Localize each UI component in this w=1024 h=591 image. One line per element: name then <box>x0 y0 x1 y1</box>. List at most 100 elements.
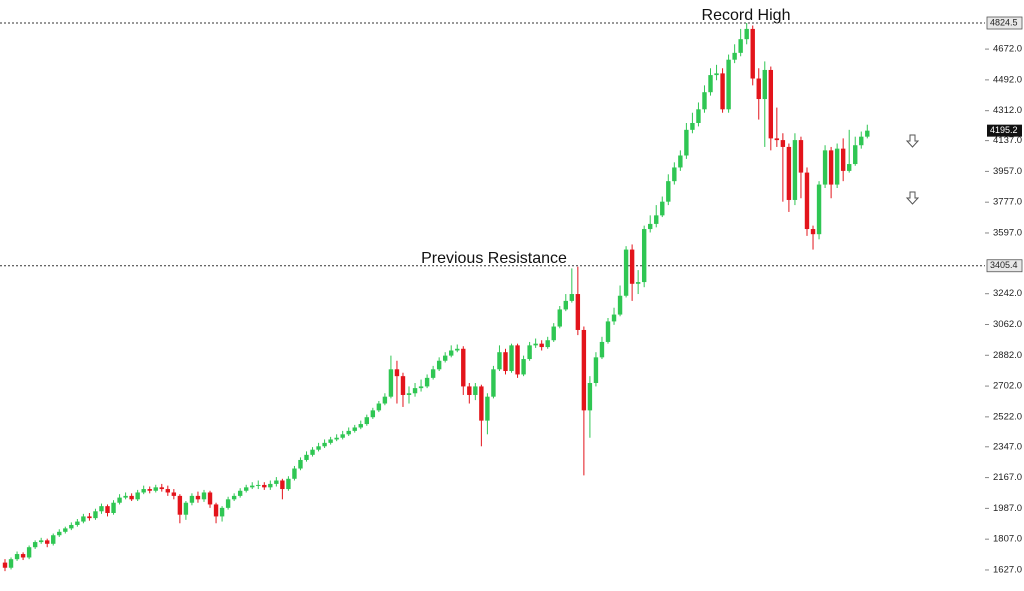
candle-body <box>99 506 104 512</box>
candle-body <box>593 357 599 383</box>
y-tick-label: 3062.0 <box>993 319 1022 330</box>
candle-body <box>557 309 562 327</box>
candle-body <box>605 321 611 342</box>
down-arrow-icon <box>905 134 920 205</box>
candle-body <box>436 360 442 370</box>
candle-body <box>617 295 623 315</box>
candle-body <box>189 495 195 503</box>
candle-body <box>394 369 400 377</box>
y-tick-label: 3777.0 <box>993 197 1022 208</box>
candle-body <box>8 559 14 568</box>
candle-body <box>334 437 339 440</box>
candle-body <box>792 140 798 200</box>
candle-body <box>418 386 424 389</box>
candle-body <box>250 485 255 488</box>
candle-body <box>690 122 695 130</box>
candle-body <box>648 223 653 230</box>
y-tick-label: 4137.0 <box>993 135 1022 146</box>
candle-body <box>237 490 243 496</box>
candle-body <box>231 495 237 500</box>
candle-body <box>322 442 327 447</box>
candle-body <box>449 350 454 356</box>
candle-body <box>63 528 68 532</box>
candle-body <box>798 140 804 173</box>
y-tick-label: 4492.0 <box>993 74 1022 85</box>
candle-body <box>244 487 249 491</box>
candle-body <box>738 39 743 53</box>
candle-body <box>786 146 792 200</box>
candle-body <box>147 489 152 491</box>
candle-body <box>859 136 864 146</box>
candle-body <box>159 487 164 490</box>
candle-body <box>635 282 641 284</box>
candle-body <box>804 172 810 230</box>
candle-body <box>358 424 363 428</box>
candle-body <box>539 343 544 348</box>
candle-body <box>521 359 526 375</box>
candle-body <box>14 554 20 560</box>
candle-body <box>732 52 737 60</box>
candle-body <box>141 489 146 493</box>
candle-body <box>834 148 840 185</box>
candle-body <box>135 492 140 500</box>
y-tick-label: 3242.0 <box>993 288 1022 299</box>
candle-body <box>678 155 683 168</box>
candle-body <box>527 345 532 360</box>
candle-body <box>442 355 448 361</box>
candle-body <box>310 449 315 455</box>
y-tick-label: 1987.0 <box>993 503 1022 514</box>
candle-body <box>545 340 550 348</box>
candle-body <box>430 369 436 378</box>
candle-body <box>388 369 394 397</box>
candle-body <box>207 492 213 505</box>
candle-body <box>672 167 677 182</box>
candle-body <box>684 129 689 156</box>
y-tick-label: 3957.0 <box>993 166 1022 177</box>
candle-body <box>563 300 568 310</box>
candle-body <box>213 504 219 517</box>
candle-body <box>183 502 189 515</box>
candle-body <box>117 497 122 503</box>
candle-body <box>32 542 38 548</box>
candle-body <box>485 396 490 421</box>
candle-body <box>473 386 478 395</box>
candle-body <box>201 492 207 500</box>
candle-body <box>26 547 32 558</box>
candle-body <box>304 454 309 460</box>
candle-body <box>87 516 92 519</box>
annotation: Record High <box>702 7 791 24</box>
candle-body <box>298 459 303 469</box>
candle-body <box>623 249 629 296</box>
price-label: 3405.4 <box>990 260 1018 270</box>
last-price-box <box>987 124 1022 137</box>
y-tick-label: 2347.0 <box>993 441 1022 452</box>
candle-body <box>370 410 376 418</box>
candle-body <box>461 348 466 387</box>
candle-body <box>575 294 581 330</box>
candle-body <box>340 434 345 438</box>
candle-body <box>352 427 357 431</box>
candle-body <box>316 446 321 450</box>
y-tick-label: 2882.0 <box>993 350 1022 361</box>
candle-body <box>268 483 273 488</box>
candle-body <box>768 69 774 139</box>
candle-body <box>660 201 665 216</box>
candle-body <box>165 489 171 493</box>
candle-body <box>581 329 587 411</box>
candle-body <box>479 386 484 421</box>
candle-body <box>328 439 333 443</box>
candle-body <box>225 499 231 508</box>
candle-body <box>515 345 520 375</box>
price-box <box>986 259 1023 273</box>
candle-body <box>280 480 285 490</box>
candle-body <box>195 495 201 500</box>
candle-body <box>503 352 508 372</box>
candle-body <box>491 369 496 397</box>
candle-body <box>382 396 388 404</box>
candle-body <box>708 75 713 93</box>
candle-body <box>629 249 635 284</box>
candle-body <box>129 495 134 500</box>
candle-body <box>828 150 834 185</box>
candle-body <box>93 511 98 519</box>
